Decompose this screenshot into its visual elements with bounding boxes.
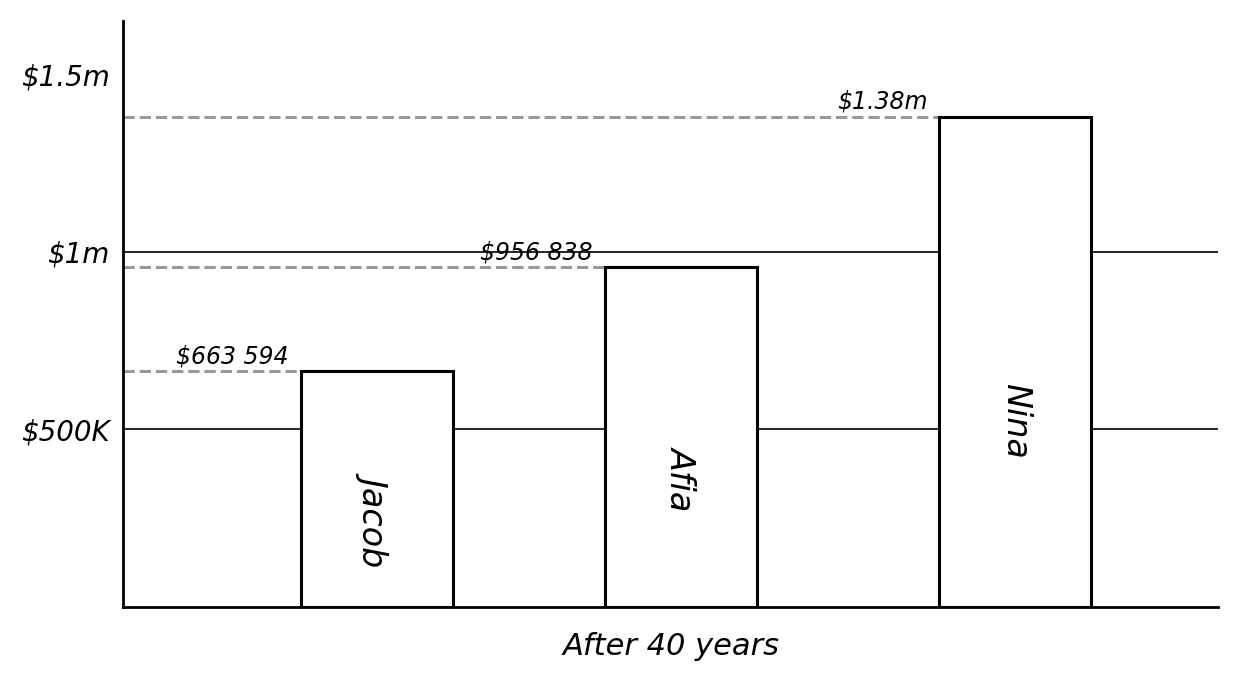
Bar — [605, 267, 757, 607]
Text: Afia: Afia — [664, 446, 698, 510]
Text: Jacob: Jacob — [361, 473, 393, 563]
Text: $956 838: $956 838 — [481, 240, 592, 265]
X-axis label: After 40 years: After 40 years — [563, 632, 779, 661]
Bar — [301, 372, 453, 607]
Text: $663 594: $663 594 — [176, 344, 289, 368]
Bar — [939, 117, 1092, 607]
Text: Nina: Nina — [999, 383, 1032, 459]
Text: $1.38m: $1.38m — [836, 90, 927, 114]
